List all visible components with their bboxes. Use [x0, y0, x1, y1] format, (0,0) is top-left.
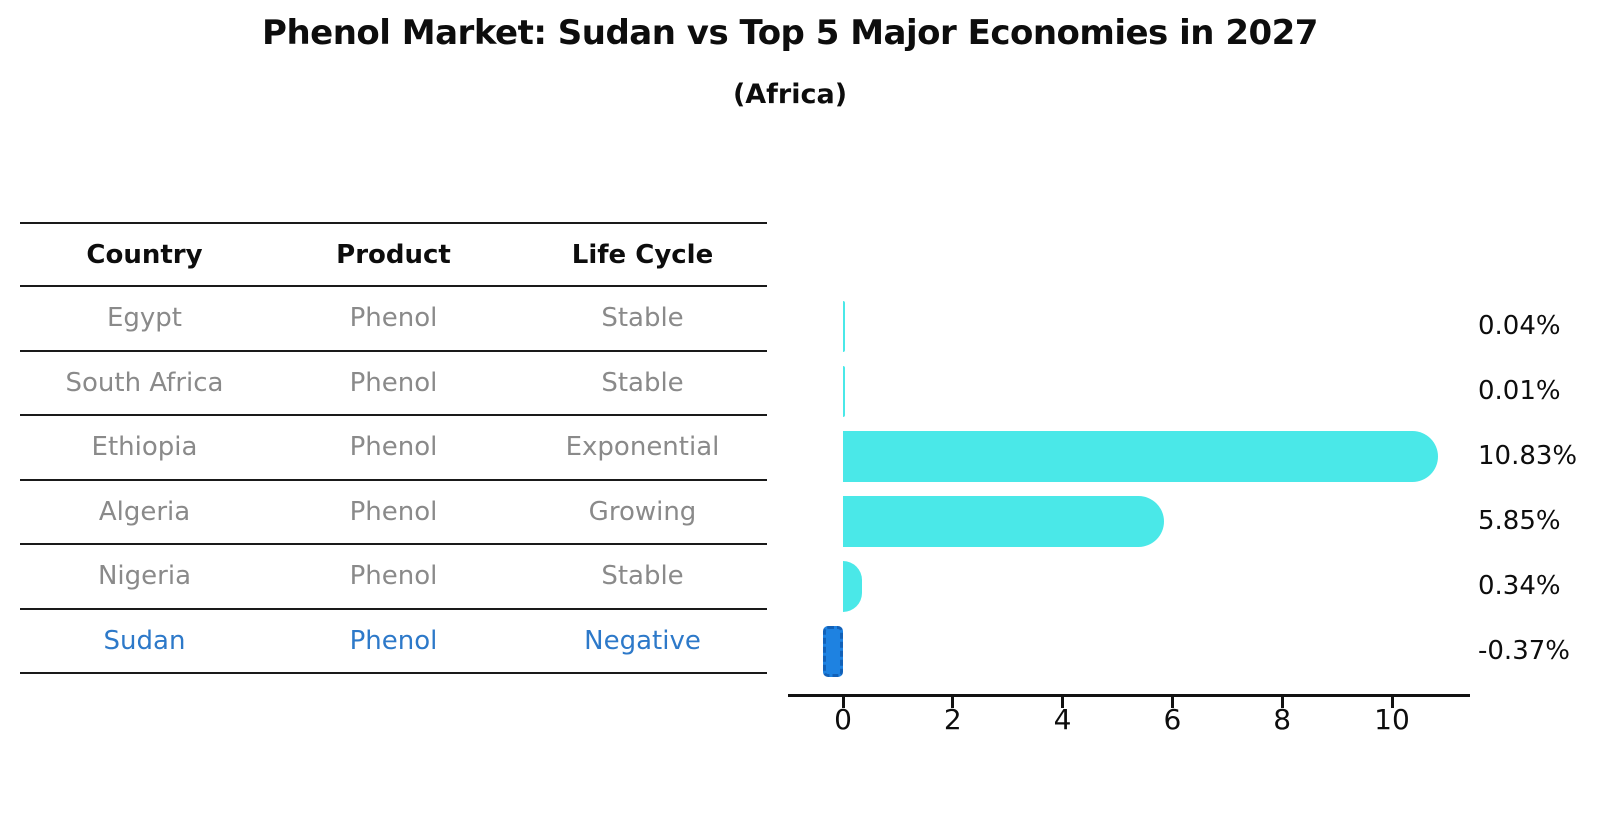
cell-product: Phenol [349, 303, 438, 334]
value-label-nigeria: 0.34% [1478, 571, 1561, 601]
chart-title: Phenol Market: Sudan vs Top 5 Major Econ… [262, 13, 1318, 53]
table-header-country: Country [86, 239, 203, 270]
x-axis-tick-0 [841, 697, 845, 708]
x-axis-tick-10 [1390, 697, 1394, 708]
cell-product: Phenol [349, 496, 438, 527]
bar-ethiopia [843, 430, 1438, 482]
table-row-nigeria: Nigeria Phenol Stable [20, 545, 767, 610]
cell-country: Sudan [103, 625, 186, 656]
x-axis-tick-8 [1280, 697, 1284, 708]
x-axis-line [788, 694, 1470, 697]
x-axis-tick-label-10: 10 [1374, 703, 1410, 736]
bar-sudan [822, 625, 843, 677]
x-axis-tick-2 [951, 697, 955, 708]
x-axis-tick-4 [1061, 697, 1065, 708]
cell-lifecycle: Stable [601, 303, 684, 334]
cell-country: Algeria [98, 496, 191, 527]
table-row-algeria: Algeria Phenol Growing [20, 481, 767, 545]
table-row-ethiopia: Ethiopia Phenol Exponential [20, 416, 767, 481]
cell-lifecycle: Growing [588, 496, 697, 527]
cell-product: Phenol [349, 625, 438, 656]
cell-country: Egypt [106, 303, 183, 334]
table-row-egypt: Egypt Phenol Stable [20, 287, 767, 352]
bar-egypt [843, 300, 846, 352]
table-body: Egypt Phenol Stable South Africa Phenol Stabl… [20, 287, 767, 674]
bar-south-africa [843, 365, 845, 417]
chart-subtitle: (Africa) [732, 79, 848, 110]
cell-product: Phenol [349, 561, 438, 592]
table-row-sudan: Sudan Phenol Negative [20, 610, 767, 674]
cell-lifecycle: Negative [584, 625, 701, 656]
cell-country: Ethiopia [91, 432, 198, 463]
table-header-product: Product [336, 239, 451, 270]
x-axis-tick-6 [1170, 697, 1174, 708]
value-label-egypt: 0.04% [1478, 311, 1561, 341]
cell-product: Phenol [349, 367, 438, 398]
cell-lifecycle: Stable [601, 367, 684, 398]
value-label-ethiopia: 10.83% [1478, 441, 1578, 471]
x-axis-tick-label-0: 0 [834, 703, 852, 736]
x-axis-tick-label-6: 6 [1163, 703, 1182, 736]
table-row-south-africa: South Africa Phenol Stable [20, 352, 767, 416]
value-label-south-africa: 0.01% [1478, 376, 1561, 406]
x-axis-tick-label-8: 8 [1273, 703, 1292, 736]
value-label-sudan: -0.37% [1478, 636, 1570, 666]
bar-nigeria [843, 560, 862, 612]
bar-algeria [843, 495, 1165, 547]
country-table: Country Product Life Cycle Egypt Phenol St… [20, 222, 767, 674]
value-label-algeria: 5.85% [1478, 506, 1561, 536]
cell-product: Phenol [349, 432, 438, 463]
cell-country: Nigeria [97, 561, 192, 592]
cell-lifecycle: Exponential [565, 432, 720, 463]
x-axis-tick-label-4: 4 [1053, 703, 1072, 736]
table-header-row: Country Product Life Cycle [20, 224, 767, 287]
x-axis-tick-label-2: 2 [943, 703, 962, 736]
table-header-lifecycle: Life Cycle [571, 239, 714, 270]
cell-lifecycle: Stable [601, 561, 684, 592]
cell-country: South Africa [65, 367, 224, 398]
